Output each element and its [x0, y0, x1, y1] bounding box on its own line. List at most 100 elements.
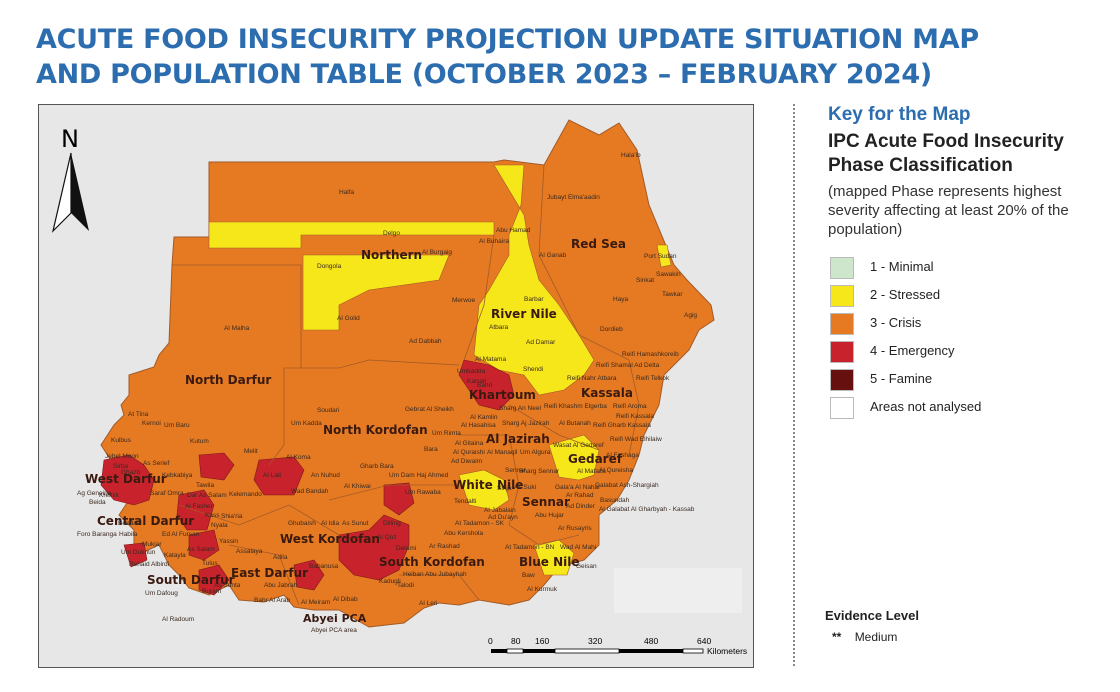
- locality-label: Wad Bandah: [291, 488, 329, 495]
- locality-label: Abu Hamad: [496, 227, 531, 234]
- locality-label: Foro Baranga: [77, 531, 117, 538]
- locality-label: Dordieb: [600, 326, 623, 333]
- scale-bar: 0 80 160 320 480 640 Kilometers: [488, 636, 747, 656]
- gedaref-stressed-area: [548, 434, 600, 481]
- locality-label: Halfa: [339, 189, 355, 196]
- locality-label: Reifi Hamashkoreib: [622, 351, 679, 358]
- legend-swatch-minimal: [830, 257, 854, 279]
- locality-label: Sawakin: [656, 271, 681, 278]
- locality-label: Kutum: [190, 438, 209, 445]
- locality-label: Al Qureisha: [599, 467, 633, 474]
- locality-label: Basundah: [600, 497, 630, 504]
- locality-label: Wasat Al Gedaref: [553, 442, 604, 449]
- locality-label: Kernoi: [142, 420, 161, 427]
- locality-label: Kelemando: [229, 491, 262, 498]
- abyei-area-label: Abyei PCA area: [311, 627, 357, 634]
- locality-label: Al Koma: [286, 454, 311, 461]
- locality-label: At Tina: [128, 411, 149, 418]
- state-label-north-darfur: North Darfur: [185, 373, 271, 387]
- state-label-south-kordofan: South Kordofan: [379, 555, 485, 569]
- locality-label: Gharb Bara: [360, 463, 394, 470]
- locality-label: Um Rawaba: [405, 489, 441, 496]
- state-label-east-darfur: East Darfur: [231, 566, 308, 580]
- state-label-kassala: Kassala: [581, 386, 633, 400]
- locality-label: As Suki: [514, 484, 536, 491]
- scale-tick-0: 0: [488, 636, 493, 646]
- al-golid-stressed-area: [302, 254, 450, 331]
- locality-label: Sennar: [505, 467, 527, 474]
- locality-label: Kass: [205, 512, 220, 519]
- locality-label: Al Meiram: [301, 599, 330, 606]
- locality-label: Ad Damar: [526, 339, 556, 346]
- locality-label: Ag Geneina: [77, 490, 112, 497]
- locality-label: Tulus: [202, 560, 218, 567]
- kebkabiya-emergency-area: [198, 452, 235, 481]
- state-label-west-darfur: West Darfur: [85, 472, 167, 486]
- locality-label: Hala'ib: [621, 152, 641, 159]
- locality-label: Al Idia: [321, 520, 339, 527]
- locality-label: Sinja: [497, 485, 512, 492]
- locality-label: Um Dam Haj Ahmed: [389, 472, 449, 479]
- state-label-gedaref: Gedaref: [568, 452, 623, 466]
- locality-label: Sharg Aj Jazirah: [502, 420, 550, 427]
- white-nile-stressed-area: [458, 469, 510, 511]
- locality-label: Ad Dabbah: [409, 338, 442, 345]
- legend-swatch-not-analysed: [830, 397, 854, 419]
- locality-label: Al Quraishi: [453, 449, 485, 456]
- sudan-ipc-map[interactable]: N 0 80 160 320 480 640 Kilometers Northe…: [38, 104, 754, 668]
- locality-label: Reifi Nahr Atbara: [567, 375, 617, 382]
- locality-label: Babanusa: [309, 563, 339, 570]
- locality-label: Atbara: [489, 324, 509, 331]
- locality-label: Al Manaqil: [487, 449, 518, 456]
- locality-label: Gebrat Al Sheikh: [405, 406, 454, 413]
- babanusa-emergency-area: [293, 559, 325, 591]
- locality-label: Dar As Salam: [187, 492, 227, 499]
- locality-label: Saraf Omra: [150, 490, 184, 497]
- locality-label: Dilling: [383, 520, 401, 527]
- locality-label: Reifi Gharb Kassala: [593, 422, 651, 429]
- scale-tick-640: 640: [697, 636, 711, 646]
- state-label-river-nile: River Nile: [491, 307, 557, 321]
- locality-label: Mukjar: [142, 541, 162, 548]
- state-label-white-nile: White Nile: [453, 478, 523, 492]
- legend-label: Areas not analysed: [870, 399, 982, 414]
- locality-label: Al Hasahisa: [461, 422, 496, 429]
- locality-label: Al Khiwai: [344, 483, 371, 490]
- locality-label: Umbadda: [457, 368, 486, 375]
- key-subtitle: IPC Acute Food Insecurity Phase Classifi…: [828, 131, 1064, 176]
- locality-label: Ar Rusayris: [558, 525, 592, 532]
- locality-label: Um Dukhun: [121, 549, 156, 556]
- state-boundaries: [172, 164, 640, 606]
- locality-label: Um Algura: [520, 449, 551, 456]
- locality-label: Al Lait: [263, 472, 281, 479]
- state-label-west-kordofan: West Kordofan: [280, 532, 380, 546]
- locality-label: Al Golid: [337, 315, 360, 322]
- evidence-label: Medium: [854, 630, 898, 644]
- north-arrow: N: [51, 125, 89, 233]
- khartoum-emergency-area: [458, 359, 515, 411]
- evidence-level-row: ** Medium: [832, 630, 897, 644]
- locality-label: Al Kurmuk: [527, 586, 558, 593]
- locality-label: Al Mafaza: [577, 468, 606, 475]
- locality-label: Rehaid Albirdi: [129, 561, 169, 568]
- locality-label: Sharg An Neel: [499, 405, 541, 412]
- key-title: Key for the Map: [828, 104, 971, 125]
- locality-label: Talodi: [397, 582, 414, 589]
- locality-label: As Sunta: [214, 582, 241, 589]
- locality-label: Al Qoz: [377, 534, 397, 541]
- locality-label: Soudari: [317, 407, 339, 414]
- locality-label: Um Baru: [164, 422, 190, 429]
- locality-label: Haya: [613, 296, 629, 303]
- locality-label: Shendi: [523, 366, 543, 373]
- locality-label: Al Matama: [475, 356, 506, 363]
- locality-label: Merwoe: [452, 297, 476, 304]
- locality-label: Kreinik: [99, 492, 120, 499]
- south-kordofan-emergency-area: [338, 514, 410, 581]
- locality-label: Al Radoum: [162, 616, 194, 623]
- locality-label: An Nuhud: [311, 472, 340, 479]
- legend-label: 3 - Crisis: [870, 315, 922, 330]
- um-dukhun-emergency-area: [123, 542, 148, 568]
- state-label-blue-nile: Blue Nile: [519, 555, 580, 569]
- locality-label: Adila: [273, 554, 288, 561]
- legend-swatch-crisis: [830, 313, 854, 335]
